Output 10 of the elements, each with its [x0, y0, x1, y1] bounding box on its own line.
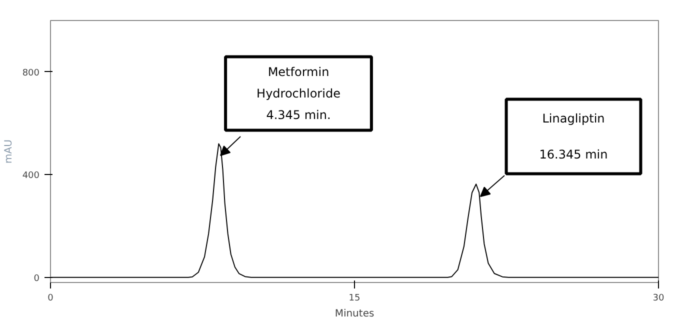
x-tick-label: 15 — [348, 294, 360, 304]
x-tick-label: 0 — [48, 294, 54, 304]
y-tick-label: 800 — [22, 68, 40, 78]
y-tick-label: 400 — [22, 171, 40, 182]
annotation: Metformin Hydrochloride 4.345 min. — [256, 64, 340, 122]
x-tick-label: 30 — [652, 294, 664, 304]
x-axis-title: Minutes — [334, 308, 374, 320]
text: Linagliptin 16.345 min — [539, 111, 608, 162]
y-axis-title: mAU — [3, 140, 14, 164]
y-tick-label: 0 — [34, 274, 40, 284]
